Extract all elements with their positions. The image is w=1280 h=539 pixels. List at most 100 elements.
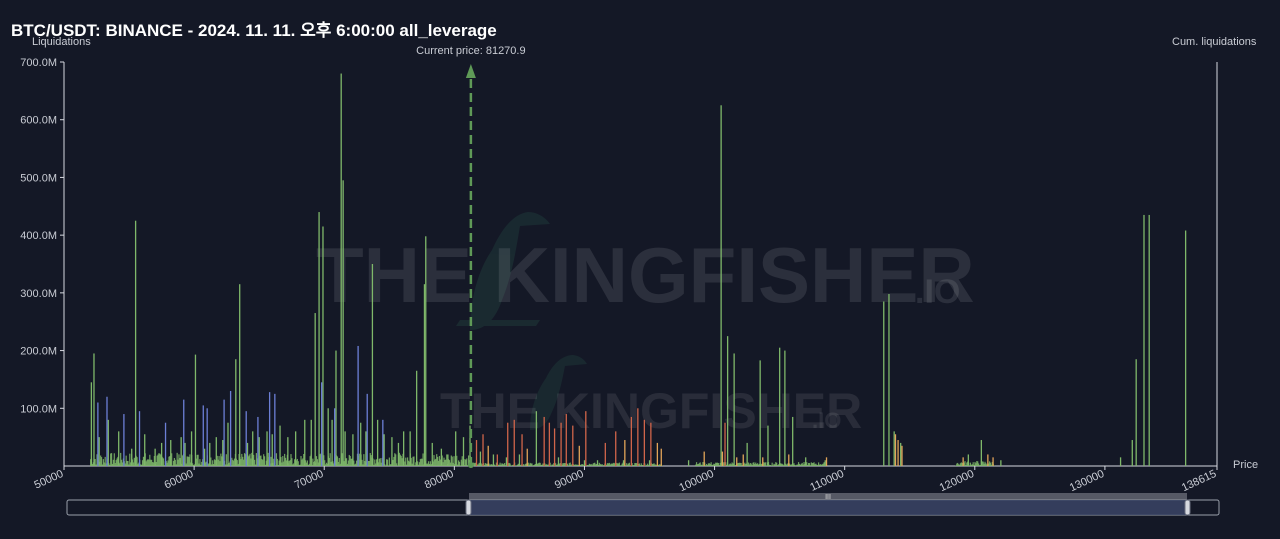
bar[interactable]: [615, 431, 617, 466]
bar[interactable]: [518, 454, 521, 466]
bar[interactable]: [222, 440, 224, 466]
bar[interactable]: [131, 448, 133, 466]
bar[interactable]: [310, 419, 312, 466]
bar[interactable]: [962, 457, 964, 466]
bar[interactable]: [327, 408, 329, 466]
bar[interactable]: [788, 454, 790, 466]
bar[interactable]: [726, 336, 729, 466]
bar[interactable]: [805, 457, 807, 466]
bar[interactable]: [1000, 460, 1002, 466]
bar[interactable]: [170, 440, 172, 466]
bar[interactable]: [565, 414, 567, 466]
bar[interactable]: [223, 399, 225, 466]
bar[interactable]: [733, 353, 735, 466]
bar[interactable]: [505, 457, 508, 466]
bar[interactable]: [425, 236, 427, 466]
bar[interactable]: [746, 442, 748, 466]
bar[interactable]: [980, 440, 982, 466]
bar[interactable]: [724, 422, 726, 466]
bar[interactable]: [118, 431, 120, 466]
bar[interactable]: [643, 419, 646, 466]
bar[interactable]: [391, 437, 393, 466]
bar[interactable]: [687, 460, 690, 466]
bar[interactable]: [357, 345, 359, 466]
range-slider[interactable]: III: [66, 493, 1220, 516]
bar[interactable]: [331, 419, 333, 466]
bar[interactable]: [397, 442, 400, 466]
bar[interactable]: [888, 294, 890, 466]
bar[interactable]: [123, 414, 125, 466]
bar[interactable]: [578, 445, 580, 466]
bar[interactable]: [365, 431, 367, 466]
bar[interactable]: [376, 419, 379, 466]
bar[interactable]: [252, 431, 254, 466]
bar[interactable]: [144, 434, 146, 466]
bar[interactable]: [206, 408, 208, 466]
bar[interactable]: [183, 399, 185, 466]
bar[interactable]: [366, 393, 368, 466]
bar[interactable]: [526, 448, 528, 466]
bar[interactable]: [596, 460, 599, 466]
bar[interactable]: [721, 451, 724, 466]
bar[interactable]: [431, 442, 433, 466]
slider-selection[interactable]: [469, 500, 1187, 515]
bar[interactable]: [894, 434, 897, 466]
bar[interactable]: [583, 460, 586, 466]
bar[interactable]: [656, 442, 659, 466]
bar[interactable]: [496, 454, 498, 466]
bar[interactable]: [383, 434, 385, 466]
bar[interactable]: [268, 392, 271, 466]
bar[interactable]: [553, 428, 556, 466]
bar[interactable]: [624, 440, 626, 466]
bar[interactable]: [314, 313, 316, 466]
bar[interactable]: [475, 440, 478, 466]
bar[interactable]: [543, 416, 545, 466]
bar[interactable]: [767, 425, 769, 466]
bar[interactable]: [883, 301, 885, 466]
bar[interactable]: [335, 350, 337, 466]
bar[interactable]: [462, 437, 465, 466]
bar[interactable]: [138, 411, 141, 466]
bar[interactable]: [239, 284, 241, 466]
bar[interactable]: [901, 445, 903, 466]
bar[interactable]: [762, 457, 764, 466]
bar[interactable]: [630, 416, 632, 466]
bar[interactable]: [987, 454, 989, 466]
bar[interactable]: [825, 457, 828, 466]
bar[interactable]: [560, 422, 562, 466]
bar[interactable]: [227, 422, 229, 466]
bar[interactable]: [107, 419, 109, 466]
bar[interactable]: [1119, 457, 1122, 466]
bar[interactable]: [893, 431, 895, 466]
bar[interactable]: [322, 226, 324, 466]
bar[interactable]: [235, 359, 237, 466]
bar[interactable]: [423, 284, 426, 466]
bar[interactable]: [304, 419, 306, 466]
bar[interactable]: [287, 437, 289, 466]
bar[interactable]: [779, 347, 781, 466]
bar[interactable]: [482, 434, 484, 466]
bar[interactable]: [648, 460, 651, 466]
bar[interactable]: [650, 422, 652, 466]
bar[interactable]: [154, 448, 156, 466]
bar[interactable]: [455, 431, 457, 466]
bar[interactable]: [321, 382, 323, 466]
bar[interactable]: [344, 431, 346, 466]
bar[interactable]: [440, 448, 443, 466]
bar[interactable]: [180, 437, 182, 466]
bar[interactable]: [274, 393, 276, 466]
bar[interactable]: [660, 448, 662, 466]
bar[interactable]: [1143, 214, 1145, 466]
bar[interactable]: [371, 264, 374, 466]
bar[interactable]: [106, 396, 108, 466]
bar[interactable]: [824, 460, 826, 466]
bar[interactable]: [604, 442, 606, 466]
bar[interactable]: [360, 422, 362, 466]
bar[interactable]: [190, 431, 193, 466]
slider-drag-bar[interactable]: [469, 493, 1187, 500]
bar[interactable]: [160, 442, 163, 466]
bar[interactable]: [507, 422, 509, 466]
bar[interactable]: [134, 220, 137, 466]
bar[interactable]: [622, 460, 625, 466]
bar[interactable]: [258, 437, 260, 466]
